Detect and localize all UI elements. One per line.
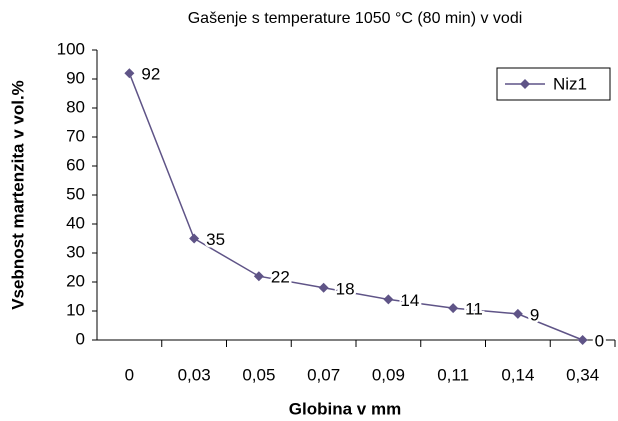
x-tick-label: 0,09 (372, 365, 405, 384)
data-label: 92 (141, 65, 160, 84)
x-tick-label: 0,11 (437, 365, 469, 384)
x-tick-label: 0,07 (307, 365, 340, 384)
point (448, 303, 459, 314)
legend-label: Niz1 (553, 74, 587, 93)
y-tick-label: 90 (66, 68, 85, 87)
point (124, 68, 135, 79)
y-tick-label: 100 (57, 39, 85, 58)
point (253, 271, 264, 282)
point (189, 233, 200, 244)
x-axis-title: Globina v mm (289, 399, 401, 418)
data-label: 18 (336, 279, 355, 298)
x-tick-label: 0,14 (501, 365, 534, 384)
point (512, 308, 523, 319)
x-tick-label: 0 (125, 365, 134, 384)
data-label: 14 (400, 291, 419, 310)
x-tick-label: 0,05 (242, 365, 275, 384)
y-tick-label: 0 (76, 329, 85, 348)
y-tick-label: 20 (66, 271, 85, 290)
data-label: 11 (465, 300, 483, 319)
point (577, 335, 588, 345)
y-tick-label: 40 (66, 213, 85, 232)
x-tick-label: 0,34 (566, 365, 599, 384)
y-tick-label: 80 (66, 97, 85, 116)
y-axis-title: Vsebnost martenzita v vol.% (8, 80, 27, 310)
data-label: 22 (271, 268, 290, 287)
point (318, 282, 329, 293)
legend: Niz1 (496, 67, 611, 101)
series-line (128, 72, 583, 341)
y-tick-label: 50 (66, 184, 85, 203)
y-tick-label: 70 (66, 126, 85, 145)
chart-title: Gašenje s temperature 1050 °C (80 min) v… (188, 10, 523, 27)
x-tick-label: 0,03 (178, 365, 211, 384)
y-tick-label: 30 (66, 242, 85, 261)
y-tick-label: 60 (66, 155, 85, 174)
data-label: 0 (595, 331, 604, 350)
point (383, 294, 394, 305)
data-label: 9 (530, 305, 539, 324)
y-tick-label: 10 (66, 300, 85, 319)
data-label: 35 (206, 230, 225, 249)
legend-marker (520, 79, 530, 89)
